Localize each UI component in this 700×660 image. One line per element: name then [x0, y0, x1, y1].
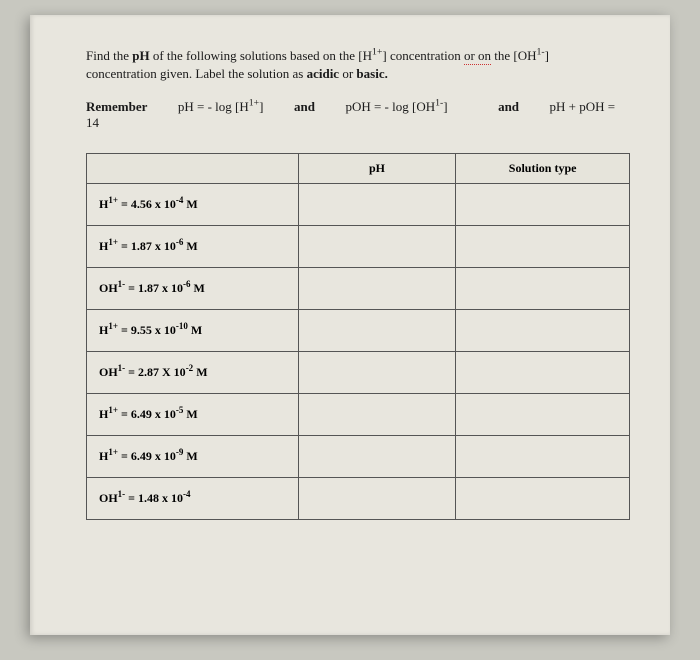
ph-cell [298, 184, 455, 226]
ph-cell [298, 436, 455, 478]
charge-superscript: 1+ [108, 195, 118, 205]
concentration-cell: H1+ = 6.49 x 10-9 M [87, 436, 299, 478]
concentration-cell: OH1- = 1.48 x 10-4 [87, 478, 299, 520]
table-row: OH1- = 2.87 X 10-2 M [87, 352, 630, 394]
species: OH [99, 365, 118, 379]
unit: M [191, 281, 205, 295]
solution-type-cell [456, 436, 630, 478]
equals-value: = 6.49 x 10 [118, 407, 176, 421]
equals-value: = 1.48 x 10 [125, 491, 183, 505]
ph-table: pH Solution type H1+ = 4.56 x 10-4 MH1+ … [86, 153, 630, 520]
worksheet-page: Find the pH of the following solutions b… [30, 15, 670, 635]
text: ] [545, 48, 549, 63]
remember-label: Remember [86, 99, 147, 114]
header-solution-type: Solution type [456, 154, 630, 184]
text-bold: acidic [307, 66, 340, 81]
exponent-superscript: -10 [176, 321, 188, 331]
solution-type-cell [456, 310, 630, 352]
species: H [99, 407, 108, 421]
concentration-cell: OH1- = 2.87 X 10-2 M [87, 352, 299, 394]
instructions-paragraph: Find the pH of the following solutions b… [86, 47, 630, 83]
concentration-cell: H1+ = 6.49 x 10-5 M [87, 394, 299, 436]
charge-superscript: 1+ [108, 237, 118, 247]
and-label: and [294, 99, 315, 114]
text: of the following solutions based on the … [150, 48, 372, 63]
table-row: OH1- = 1.48 x 10-4 [87, 478, 630, 520]
concentration-cell: H1+ = 4.56 x 10-4 M [87, 184, 299, 226]
ph-cell [298, 478, 455, 520]
header-ph: pH [298, 154, 455, 184]
solution-type-cell [456, 394, 630, 436]
formulas-line: Remember pH = - log [H1+] and pOH = - lo… [86, 99, 630, 131]
text: the [OH [491, 48, 537, 63]
solution-type-cell [456, 184, 630, 226]
formula-ph: pH = - log [H1+] [178, 99, 264, 114]
unit: M [183, 449, 197, 463]
species: H [99, 323, 108, 337]
equals-value: = 9.55 x 10 [118, 323, 176, 337]
unit: M [183, 197, 197, 211]
concentration-cell: H1+ = 9.55 x 10-10 M [87, 310, 299, 352]
equals-value: = 4.56 x 10 [118, 197, 176, 211]
table-header-row: pH Solution type [87, 154, 630, 184]
species: H [99, 449, 108, 463]
text-underline: or on [464, 48, 491, 65]
table-row: H1+ = 4.56 x 10-4 M [87, 184, 630, 226]
charge-superscript: 1+ [108, 447, 118, 457]
and-label: and [498, 99, 519, 114]
unit: M [183, 239, 197, 253]
charge-superscript: 1+ [108, 321, 118, 331]
table-row: H1+ = 9.55 x 10-10 M [87, 310, 630, 352]
equals-value: = 2.87 X 10 [125, 365, 186, 379]
text: Find the [86, 48, 132, 63]
equals-value: = 1.87 x 10 [118, 239, 176, 253]
concentration-cell: H1+ = 1.87 x 10-6 M [87, 226, 299, 268]
superscript: 1+ [372, 47, 382, 58]
solution-type-cell [456, 478, 630, 520]
table-row: OH1- = 1.87 x 10-6 M [87, 268, 630, 310]
solution-type-cell [456, 352, 630, 394]
unit: M [193, 365, 207, 379]
solution-type-cell [456, 226, 630, 268]
ph-cell [298, 394, 455, 436]
formula-poh: pOH = - log [OH1-] [345, 99, 447, 114]
equals-value: = 1.87 x 10 [125, 281, 183, 295]
superscript: 1- [537, 47, 545, 58]
unit: M [188, 323, 202, 337]
exponent-superscript: -6 [183, 279, 191, 289]
species: H [99, 239, 108, 253]
species: OH [99, 281, 118, 295]
exponent-superscript: -4 [183, 489, 191, 499]
text: concentration given. Label the solution … [86, 66, 307, 81]
unit: M [183, 407, 197, 421]
text-bold: basic. [356, 66, 387, 81]
ph-cell [298, 226, 455, 268]
species: H [99, 197, 108, 211]
ph-cell [298, 352, 455, 394]
species: OH [99, 491, 118, 505]
ph-cell [298, 310, 455, 352]
ph-cell [298, 268, 455, 310]
table-row: H1+ = 1.87 x 10-6 M [87, 226, 630, 268]
charge-superscript: 1+ [108, 405, 118, 415]
text-bold: pH [132, 48, 149, 63]
header-concentration [87, 154, 299, 184]
table-row: H1+ = 6.49 x 10-5 M [87, 394, 630, 436]
concentration-cell: OH1- = 1.87 x 10-6 M [87, 268, 299, 310]
text: ] concentration [382, 48, 464, 63]
text: or [339, 66, 356, 81]
solution-type-cell [456, 268, 630, 310]
table-row: H1+ = 6.49 x 10-9 M [87, 436, 630, 478]
equals-value: = 6.49 x 10 [118, 449, 176, 463]
